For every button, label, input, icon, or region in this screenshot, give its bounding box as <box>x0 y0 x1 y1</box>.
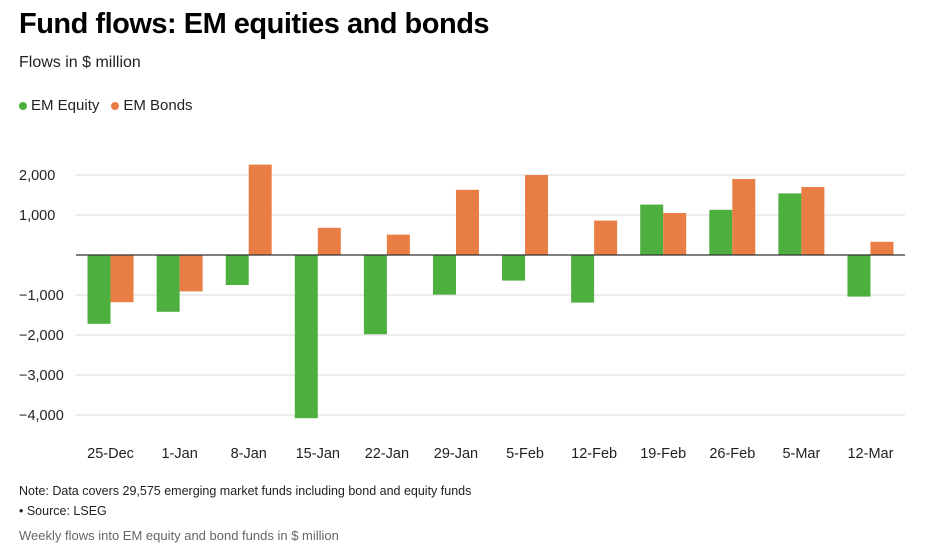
y-tick-label: −1,000 <box>19 288 64 304</box>
bar-bonds <box>317 227 341 255</box>
bar-bonds <box>870 241 894 255</box>
legend-label-equity: EM Equity <box>31 97 100 114</box>
chart-title: Fund flows: EM equities and bonds <box>19 8 490 40</box>
bar-equity <box>640 204 664 255</box>
bar-equity <box>709 209 733 255</box>
legend-swatch-equity <box>19 101 27 110</box>
y-tick-label: 2,000 <box>19 168 55 184</box>
bar-bonds <box>594 220 618 255</box>
x-tick-label: 25-Dec <box>87 446 134 462</box>
bar-bonds <box>455 189 479 255</box>
bar-equity <box>571 255 595 303</box>
legend-item-equity: EM Equity <box>19 97 99 114</box>
x-tick-label: 8-Jan <box>231 446 267 462</box>
bar-equity <box>778 193 802 255</box>
y-tick-label: 1,000 <box>19 208 55 224</box>
bar-bonds <box>110 255 134 303</box>
x-tick-label: 5-Mar <box>782 446 820 462</box>
source-line: • Source: LSEG <box>19 504 107 518</box>
bar-equity <box>363 255 387 335</box>
bar-equity <box>432 255 456 295</box>
x-tick-label: 1-Jan <box>161 446 197 462</box>
x-tick-label: 12-Feb <box>571 446 617 462</box>
chart-subtitle: Flows in $ million <box>19 54 141 71</box>
y-tick-label: −2,000 <box>19 328 64 344</box>
bar-equity <box>156 255 180 312</box>
bar-bonds <box>525 175 549 255</box>
bar-bonds <box>248 164 272 255</box>
y-tick-label: −4,000 <box>19 408 64 424</box>
footnote: Note: Data covers 29,575 emerging market… <box>19 484 472 498</box>
bar-bonds <box>801 187 825 255</box>
bar-bonds <box>663 213 687 255</box>
legend-item-bonds: EM Bonds <box>111 97 193 114</box>
caption: Weekly flows into EM equity and bond fun… <box>19 528 339 543</box>
bar-equity <box>847 255 871 297</box>
y-tick-label: −3,000 <box>19 368 64 384</box>
bar-bonds <box>386 234 410 255</box>
bar-bonds <box>732 179 756 255</box>
bar-equity <box>87 255 111 324</box>
x-tick-label: 26-Feb <box>709 446 755 462</box>
x-tick-label: 19-Feb <box>640 446 686 462</box>
legend-label-bonds: EM Bonds <box>123 97 193 114</box>
bar-chart: 2,000 1,000 −1,000 −2,000 −3,000 −4,000 25-Dec… <box>19 164 905 462</box>
bar-equity <box>294 255 318 419</box>
x-tick-label: 22-Jan <box>365 446 409 462</box>
legend: EM Equity EM Bonds <box>19 97 193 114</box>
bar-equity <box>225 255 249 285</box>
x-tick-label: 12-Mar <box>847 446 893 462</box>
bar-bonds <box>179 255 203 292</box>
x-tick-label: 29-Jan <box>434 446 478 462</box>
bar-equity <box>502 255 526 281</box>
x-tick-label: 5-Feb <box>506 446 544 462</box>
legend-swatch-bonds <box>111 101 120 110</box>
x-tick-label: 15-Jan <box>296 446 340 462</box>
